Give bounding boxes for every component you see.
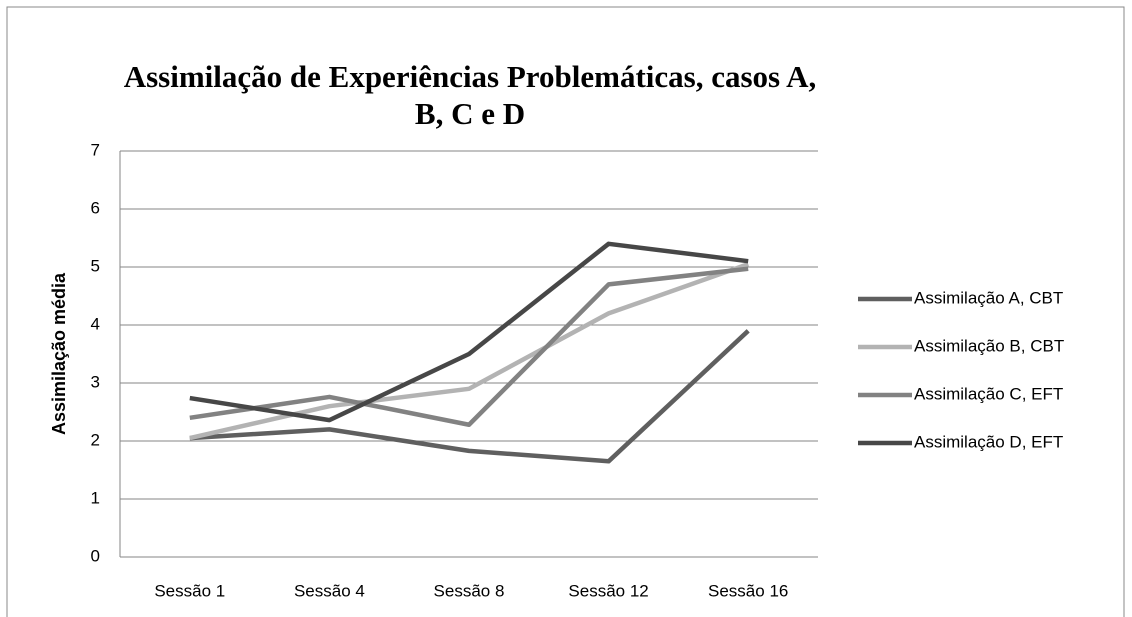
y-tick-label: 2 xyxy=(91,430,100,449)
chart-title: Assimilação de Experiências Problemática… xyxy=(123,59,817,131)
y-tick-label: 7 xyxy=(91,140,100,159)
x-tick-label: Sessão 8 xyxy=(434,581,505,600)
series-line xyxy=(189,241,749,423)
x-tick-label: Sessão 4 xyxy=(294,581,365,600)
series-line xyxy=(189,329,750,464)
x-tick-label: Sessão 12 xyxy=(568,581,648,600)
y-tick-label: 0 xyxy=(91,546,100,565)
legend-label: Assimilação A, CBT xyxy=(914,288,1063,307)
y-tick-label: 3 xyxy=(91,372,100,391)
legend-label: Assimilação B, CBT xyxy=(914,336,1064,355)
legend-label: Assimilação D, EFT xyxy=(914,432,1063,451)
series-line xyxy=(189,261,749,441)
x-tick-label: Sessão 16 xyxy=(708,581,788,600)
y-tick-label: 5 xyxy=(91,256,100,275)
y-tick-label: 4 xyxy=(91,314,100,333)
series-line xyxy=(189,266,749,428)
y-axis-label: Assimilação média xyxy=(49,272,69,435)
legend-label: Assimilação C, EFT xyxy=(914,384,1063,403)
y-tick-label: 1 xyxy=(91,488,100,507)
y-tick-label: 6 xyxy=(91,198,100,217)
x-tick-label: Sessão 1 xyxy=(154,581,225,600)
chart-frame xyxy=(6,6,1125,617)
